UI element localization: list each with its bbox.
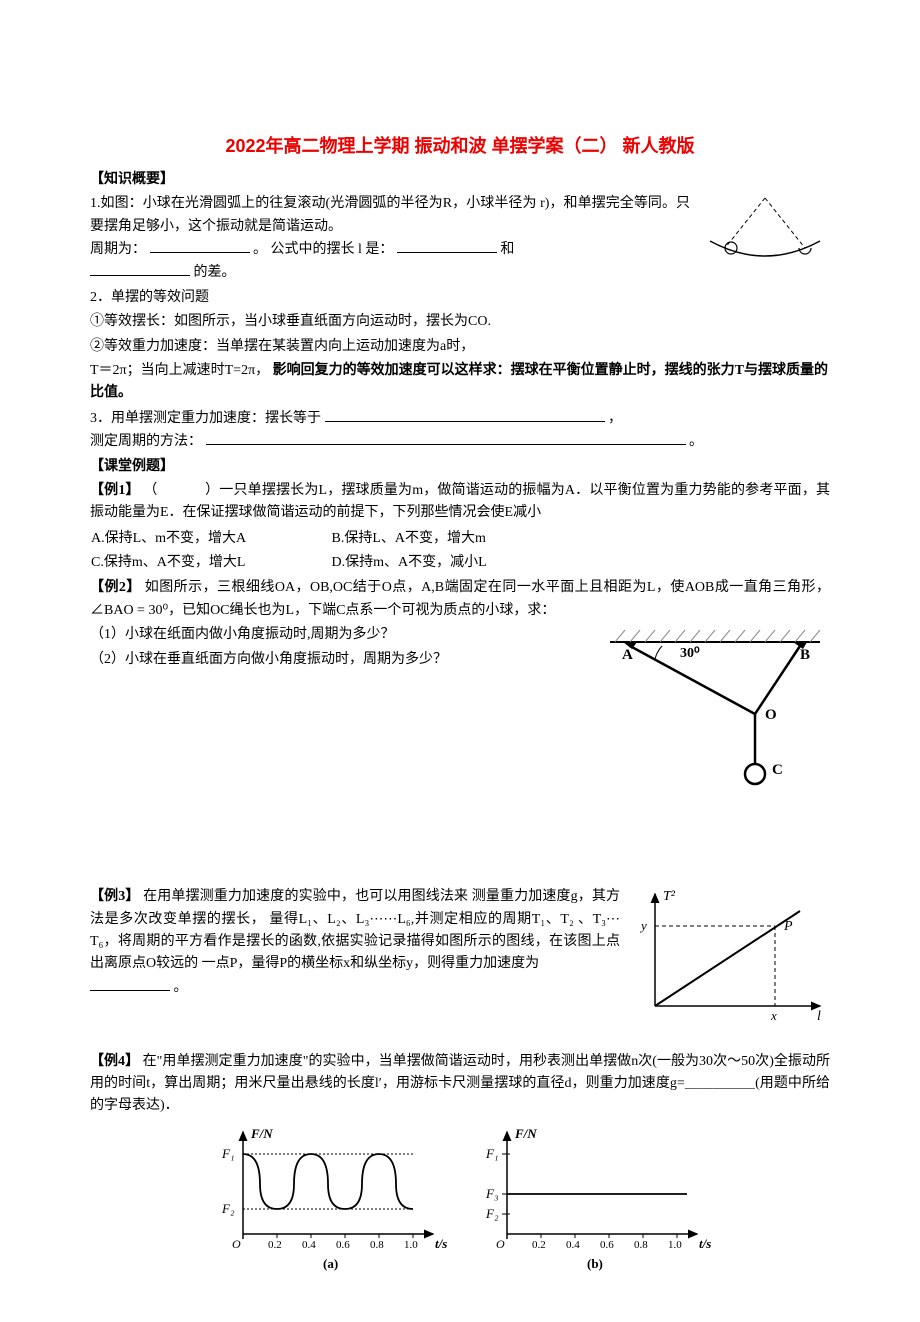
knowledge-item-2-2: ②等效重力加速度：当单摆在某装置内向上运动加速度为a时， [90,336,830,358]
svg-text:C: C [772,762,783,778]
example-4-text: 在"用单摆测定重力加速度"的实验中，当单摆做简谐运动时，用秒表测出单摆做n次(一… [90,1054,830,1114]
svg-text:O: O [496,1237,505,1251]
k3-suffix: ， [608,411,622,426]
svg-text:y: y [639,918,647,933]
svg-text:(a): (a) [323,1256,338,1271]
example-1-options: A.保持L、m不变，增大A B.保持L、A不变，增大m C.保持m、A不变，增大… [90,527,571,576]
svg-text:F₃: F₃ [485,1186,498,1201]
svg-text:0.4: 0.4 [302,1239,316,1251]
example-2-label: 【例2】 [90,580,141,595]
svg-text:0.4: 0.4 [566,1239,580,1251]
example-3-text: 在用单摆测重力加速度的实验中，也可以用图线法来 测量重力加速度g，其方法是多次改… [90,889,620,971]
svg-text:1.0: 1.0 [404,1239,418,1251]
svg-text:F/N: F/N [514,1126,537,1141]
example-4-figures: F/N t/s F₁ F₂ O 0.2 0.4 0.6 0.8 1.0 (a) … [90,1124,830,1282]
blank-diff[interactable] [90,261,190,276]
document-title: 2022年高二物理上学期 振动和波 单摆学案（二） 新人教版 [90,132,830,161]
blank-method[interactable] [206,430,686,445]
triangle-figure: A B O C 30⁰ [600,624,830,794]
k1-text-1: 1.如图：小球在光滑圆弧上的往复滚动(光滑圆弧的半径为R，小球半径为 [90,196,537,211]
k1-text-2-pre: 周期为： [90,242,146,257]
example-1-label: 【例1】 [90,483,140,498]
svg-text:F/N: F/N [250,1126,273,1141]
graph-a: F/N t/s F₁ F₂ O 0.2 0.4 0.6 0.8 1.0 (a) [198,1124,458,1274]
blank-period[interactable] [150,238,250,253]
svg-text:0.2: 0.2 [268,1239,282,1251]
graph-b: F/N t/s F₁ F₃ F₂ O 0.2 0.4 0.6 0.8 1.0 (… [462,1124,722,1274]
svg-text:F₁: F₁ [221,1146,234,1161]
svg-text:0.6: 0.6 [336,1239,350,1251]
k3-pre: 3．用单摆测定重力加速度：摆长等于 [90,411,321,426]
svg-text:x: x [770,1008,777,1023]
svg-text:0.2: 0.2 [532,1239,546,1251]
svg-text:0.8: 0.8 [370,1239,384,1251]
svg-text:(b): (b) [587,1256,603,1271]
blank-g-expr[interactable] [90,976,170,991]
svg-text:0.6: 0.6 [600,1239,614,1251]
example-4: 【例4】 在"用单摆测定重力加速度"的实验中，当单摆做简谐运动时，用秒表测出单摆… [90,1051,830,1118]
svg-text:A: A [622,647,633,663]
arc-figure [700,193,830,263]
svg-text:F₂: F₂ [485,1206,499,1221]
svg-text:P: P [783,919,793,934]
option-b: B.保持L、A不变，增大m [331,527,572,551]
svg-text:F₁: F₁ [485,1146,498,1161]
svg-text:30⁰: 30⁰ [680,646,700,661]
svg-text:T²: T² [663,889,676,904]
svg-text:t/s: t/s [699,1236,711,1251]
ex3-end: 。 [174,980,188,995]
example-1-text: （ ）一只单摆摆长为L，摆球质量为m，做简谐运动的振幅为A．以平衡位置为重力势能… [90,483,830,520]
knowledge-item-2-1: ①等效摆长：如图所示，当小球垂直纸面方向运动时，摆长为CO. [90,311,830,333]
knowledge-item-1: 1.如图：小球在光滑圆弧上的往复滚动(光滑圆弧的半径为R，小球半径为 r)，和单… [90,193,830,285]
k3-line2: 测定周期的方法： [90,434,202,449]
blank-length[interactable] [397,238,497,253]
svg-text:l: l [817,1009,821,1024]
knowledge-item-2: 2．单摆的等效问题 [90,287,830,309]
k3-end: 。 [689,434,703,449]
svg-text:O: O [765,707,777,723]
blank-length-eq[interactable] [325,407,605,422]
example-3-label: 【例3】 [90,889,140,904]
svg-text:F₂: F₂ [221,1201,235,1216]
example-3-block: T² l P y x 【例3】 在用单摆测重力加速度的实验中，也可以用图线法来 … [90,886,830,1026]
section-header-examples: 【课堂例题】 [90,456,830,478]
svg-text:0.8: 0.8 [634,1239,648,1251]
graph-figure: T² l P y x [630,886,830,1026]
example-1: 【例1】 （ ）一只单摆摆长为L，摆球质量为m，做简谐运动的振幅为A．以平衡位置… [90,480,830,525]
option-c: C.保持m、A不变，增大L [90,551,331,575]
option-d: D.保持m、A不变，减小L [331,551,572,575]
k2-3-text: T＝2π；当向上减速时T=2π， [90,363,269,378]
option-a: A.保持L、m不变，增大A [90,527,331,551]
k1-text-2-mid: 。 公式中的摆长 l 是： [253,242,393,257]
section-header-knowledge: 【知识概要】 [90,169,830,191]
example-4-label: 【例4】 [90,1054,139,1069]
k1-and: 和 [500,242,514,257]
knowledge-item-2-3: T＝2π；当向上减速时T=2π， 影响回复力的等效加速度可以这样求：摆球在平衡位… [90,360,830,405]
example-2-text: 如图所示，三根细线OA，OB,OC结于O点，A,B端固定在同一水平面上且相距为L… [90,580,830,617]
svg-text:t/s: t/s [435,1236,447,1251]
knowledge-item-3: 3．用单摆测定重力加速度：摆长等于 ， 测定周期的方法： 。 [90,407,830,454]
svg-text:B: B [800,647,810,663]
example-2: 【例2】 如图所示，三根细线OA，OB,OC结于O点，A,B端固定在同一水平面上… [90,577,830,622]
svg-text:O: O [232,1237,241,1251]
k1-text-3-suffix: 的差。 [194,265,236,280]
svg-text:1.0: 1.0 [668,1239,682,1251]
